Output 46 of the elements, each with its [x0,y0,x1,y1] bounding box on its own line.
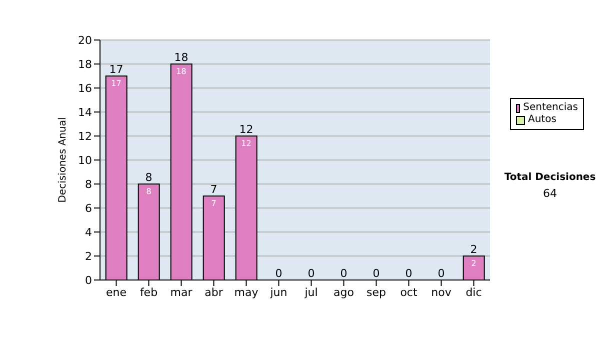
x-tick-label: nov [431,286,452,299]
total-label: 0 [308,267,315,280]
x-tick-label: dic [466,286,482,299]
total-label: 17 [109,63,124,76]
total-label: 18 [174,51,188,64]
y-axis-title: Decisiones Anual [58,117,69,203]
y-tick-label: 4 [85,226,92,239]
data-label: 17 [111,79,122,88]
x-tick-label: sep [366,286,386,299]
total-label: 0 [405,267,412,280]
y-tick-label: 10 [78,154,92,167]
y-tick-label: 0 [85,274,92,287]
legend-label: Sentencias [523,102,578,114]
x-tick-label: oct [400,286,418,299]
data-label: 12 [241,139,252,148]
data-label: 18 [176,67,186,76]
total-label: 8 [145,171,152,184]
total-label: 7 [210,183,218,196]
data-label: 7 [211,199,216,208]
x-tick-label: jun [269,286,288,299]
y-tick-label: 14 [78,106,92,119]
x-tick-label: jul [304,286,318,299]
x-tick-label: ene [106,286,127,299]
y-tick-label: 20 [78,34,92,47]
y-tick-label: 6 [85,202,92,215]
x-tick-label: mar [170,286,193,299]
text: Total Decisiones [503,172,597,183]
x-tick-label: ago [334,286,354,299]
y-tick-label: 18 [78,58,92,71]
legend-label: Autos [528,114,556,126]
y-tick-label: 2 [85,250,92,263]
total-label: 0 [275,267,282,280]
x-tick-label: may [234,286,259,299]
x-tick-label: abr [204,286,224,299]
data-label: 2 [471,259,476,268]
total-label: 0 [438,267,445,280]
y-tick-label: 12 [78,130,92,143]
total-label: 2 [470,243,478,256]
data-label: 8 [146,187,152,196]
x-tick-label: feb [140,286,158,299]
total-label: 12 [239,123,254,136]
total-label: 0 [340,267,348,280]
text: 64 [542,187,558,200]
total-label: 0 [372,267,380,280]
y-tick-label: 16 [78,82,92,95]
y-tick-label: 8 [85,178,92,191]
